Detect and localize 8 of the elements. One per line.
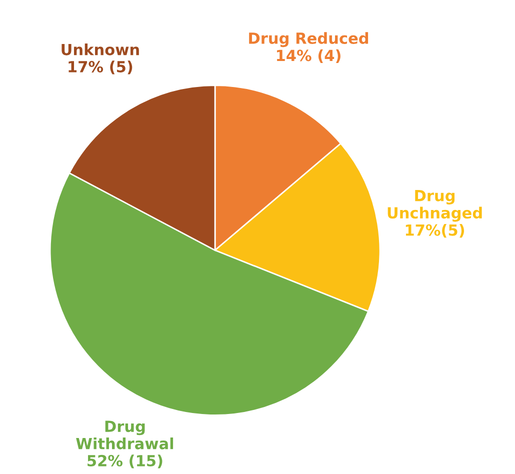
slice-label: Drug Reduced	[249, 32, 368, 48]
slice-label: Drug Withdrawal	[76, 420, 174, 450]
slice-label: Drug Unchnaged	[388, 190, 482, 222]
data-label: 17% (5)	[68, 60, 132, 74]
data-label: 17%(5)	[406, 224, 464, 238]
slice-label: Unknown	[62, 44, 139, 56]
data-label: 14% (4)	[277, 49, 340, 64]
data-label: 52% (15)	[88, 454, 162, 468]
